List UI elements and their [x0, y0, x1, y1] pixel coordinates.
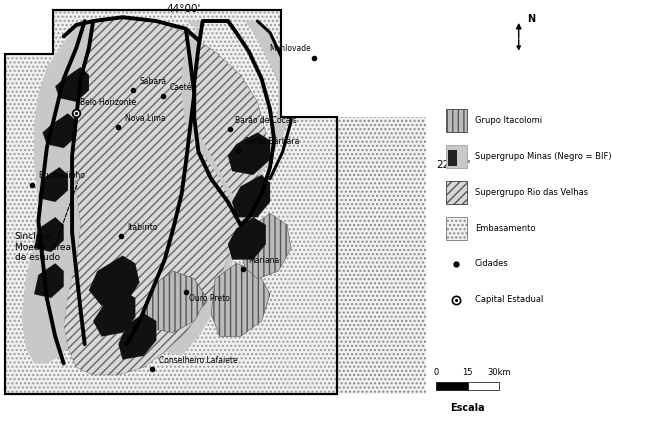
Bar: [448, 150, 457, 166]
Polygon shape: [5, 9, 338, 394]
Text: Ouro Preto: Ouro Preto: [189, 294, 230, 303]
Bar: [5, 9, 426, 394]
Text: 30km: 30km: [488, 368, 511, 377]
Text: Caeté: Caeté: [169, 83, 192, 92]
Text: Capital Estadual: Capital Estadual: [475, 295, 543, 304]
Bar: [5, 9, 426, 394]
Text: Monlovade: Monlovade: [269, 44, 311, 54]
Bar: [446, 145, 467, 168]
Text: 22°00': 22°00': [436, 160, 470, 170]
Text: Itabirito: Itabirito: [127, 223, 158, 232]
Polygon shape: [236, 21, 291, 221]
Text: Conselheiro Lafaiete: Conselheiro Lafaiete: [159, 356, 237, 365]
Text: Escala: Escala: [450, 402, 485, 413]
Text: N: N: [527, 14, 535, 24]
Text: 15: 15: [462, 368, 473, 377]
Text: Supergrupo Minas (Negro = BIF): Supergrupo Minas (Negro = BIF): [475, 152, 611, 161]
Polygon shape: [232, 175, 270, 217]
Polygon shape: [34, 264, 64, 298]
Text: Mariana: Mariana: [248, 256, 279, 265]
Polygon shape: [39, 167, 68, 202]
Polygon shape: [34, 217, 64, 252]
Bar: [446, 181, 467, 204]
Bar: [446, 217, 467, 240]
Text: Grupo Itacolomi: Grupo Itacolomi: [475, 116, 542, 125]
Bar: [468, 382, 500, 390]
Bar: [436, 382, 468, 390]
Text: Brumadinho: Brumadinho: [39, 171, 86, 180]
Polygon shape: [43, 113, 77, 148]
Polygon shape: [5, 9, 53, 54]
Polygon shape: [228, 217, 266, 260]
Text: Nova Lima: Nova Lima: [125, 113, 166, 123]
Text: 0: 0: [433, 368, 438, 377]
Polygon shape: [119, 313, 157, 360]
Polygon shape: [89, 256, 139, 306]
Bar: [446, 109, 467, 133]
Polygon shape: [211, 264, 270, 337]
Text: Barão de Cocais: Barão de Cocais: [235, 116, 297, 125]
Text: Sabará: Sabará: [140, 77, 167, 86]
Polygon shape: [165, 21, 245, 356]
Text: Belo Horizonte: Belo Horizonte: [80, 98, 136, 107]
Polygon shape: [21, 21, 93, 363]
Text: Sinclinal
Moeda: área
de estudo: Sinclinal Moeda: área de estudo: [15, 232, 71, 262]
Text: Cidades: Cidades: [475, 259, 509, 268]
Polygon shape: [228, 133, 270, 175]
Polygon shape: [55, 67, 89, 102]
Text: Supergrupo Rio das Velhas: Supergrupo Rio das Velhas: [475, 188, 588, 197]
Polygon shape: [93, 290, 135, 337]
Text: 44°00': 44°00': [166, 4, 201, 14]
Text: Santa Bárbara: Santa Bárbara: [244, 137, 299, 146]
Polygon shape: [64, 17, 266, 375]
Polygon shape: [144, 271, 207, 333]
Polygon shape: [280, 9, 426, 117]
Text: Embasamento: Embasamento: [475, 224, 535, 232]
Polygon shape: [240, 213, 291, 279]
